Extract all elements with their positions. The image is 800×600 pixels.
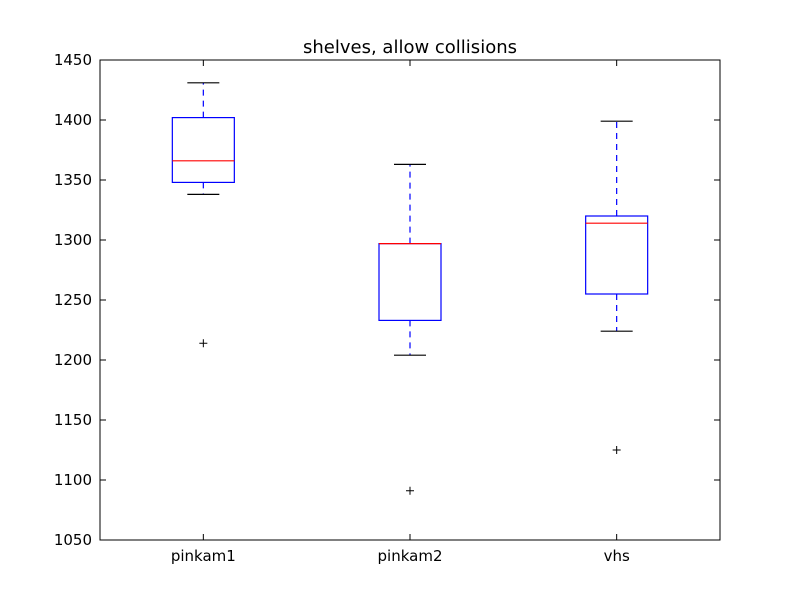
outlier-marker <box>199 339 208 348</box>
y-tick-label: 1150 <box>54 411 92 429</box>
box-iqr <box>585 215 649 295</box>
y-tick-label: 1450 <box>54 51 92 69</box>
y-tick-label: 1100 <box>54 471 92 489</box>
box-iqr <box>171 116 235 184</box>
y-tick-label: 1300 <box>54 231 92 249</box>
x-tick-label: pinkam2 <box>378 547 443 565</box>
x-tick-label: pinkam1 <box>171 547 236 565</box>
outlier-marker <box>406 486 414 495</box>
chart-title: shelves, allow collisions <box>303 37 517 58</box>
y-tick-label: 1400 <box>54 111 92 129</box>
y-tick-label: 1250 <box>54 291 92 309</box>
axes-frame <box>99 59 721 541</box>
x-tick-label: vhs <box>604 547 630 565</box>
y-tick-label: 1350 <box>54 171 92 189</box>
outlier-marker <box>612 446 621 454</box>
y-tick-label: 1200 <box>54 351 92 369</box>
plot-area: 1050 1100 1150 1200 1250 1300 1350 1400 1450 pink… <box>54 51 720 565</box>
y-tick-label: 1050 <box>54 531 92 549</box>
